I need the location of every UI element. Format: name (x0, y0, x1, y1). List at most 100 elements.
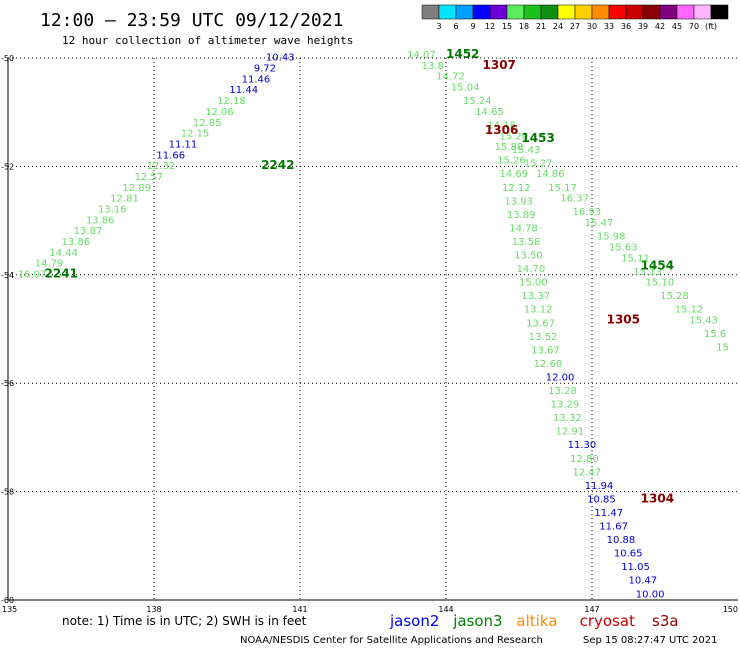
swh-value: 12.12 (502, 183, 531, 194)
pass-hour-label: 1453 (521, 131, 554, 145)
swh-value: 15.04 (451, 83, 480, 94)
swh-value: 14.44 (49, 248, 78, 259)
legend-label: 15 (502, 22, 512, 31)
y-tick-label: -54 (1, 271, 14, 280)
axis-ticks: 135 138 141 144 147 150 -50 -52 -54 -56 -58 -60 (1, 54, 738, 614)
y-tick-label: -60 (1, 596, 14, 605)
swh-value: 15.27 (524, 158, 553, 169)
y-tick-label: -52 (1, 162, 14, 171)
x-tick-label: 147 (584, 605, 599, 614)
swh-value: 15.00 (519, 278, 548, 289)
swh-value: 12.89 (122, 183, 151, 194)
legend-label: 6 (453, 22, 458, 31)
swh-value: 11.30 (568, 440, 597, 451)
swh-value: 15.24 (463, 96, 492, 107)
swh-value: 13.86 (62, 237, 91, 248)
legend-label: 42 (655, 22, 665, 31)
swh-value: 11.47 (594, 508, 623, 519)
swh-value: 13.29 (551, 400, 580, 411)
legend-label: 70 (689, 22, 699, 31)
swh-value: 16.37 (560, 194, 589, 205)
swh-value: 13.8 (422, 61, 444, 72)
legend-label: 39 (638, 22, 648, 31)
swh-value: 11.94 (585, 481, 614, 492)
color-legend: 3 6 9 12 15 18 21 24 27 30 33 36 39 42 45 70 (ft) (421, 4, 729, 31)
plot-frame (7, 58, 738, 601)
swh-value: 12.15 (181, 129, 210, 140)
swh-value: 15.12 (675, 305, 704, 316)
satellite-name: s3a (652, 612, 679, 630)
swh-value: 15.10 (646, 278, 675, 289)
wave-height-tracks: 16.0714.7914.4413.8613.8713.8613.1612.81… (18, 50, 729, 600)
legend-swatch (710, 4, 729, 20)
swh-value: 15.20 (500, 131, 529, 142)
swh-value: 12.57 (135, 172, 164, 183)
legend-swatch (472, 4, 491, 20)
chart-subtitle: 12 hour collection of altimeter wave hei… (62, 34, 353, 47)
swh-value: 9.72 (254, 64, 276, 75)
legend-label: 33 (604, 22, 614, 31)
pass-hour-label: 1306 (485, 123, 518, 137)
legend-label: 36 (621, 22, 631, 31)
swh-value: 16.07 (18, 270, 47, 281)
swh-value: 16.93 (573, 207, 602, 218)
pass-hour-label: 1307 (483, 58, 516, 72)
swh-value: 12.91 (556, 427, 585, 438)
swh-value: 11.11 (169, 139, 198, 150)
sw-ne-track: 16.0714.7914.4413.8613.8713.8613.1612.81… (18, 53, 295, 281)
legend-label: 27 (570, 22, 580, 31)
swh-value: 15.26 (497, 156, 526, 167)
footer-credit: NOAA/NESDIS Center for Satellite Applica… (240, 635, 543, 646)
legend-swatch (438, 4, 457, 20)
legend-swatch (489, 4, 508, 20)
swh-value: 13.50 (514, 251, 543, 262)
swh-value: 12.06 (205, 107, 234, 118)
satellite-name: jason3 (452, 612, 502, 630)
legend-swatch (693, 4, 712, 20)
swh-value: 10.88 (607, 535, 636, 546)
swh-value: 11.67 (599, 522, 628, 533)
legend-swatch (591, 4, 610, 20)
swh-value: 14.86 (536, 169, 565, 180)
swh-value: 11.05 (621, 562, 650, 573)
pass-hour-label: 1452 (446, 47, 479, 61)
x-tick-label: 138 (146, 605, 161, 614)
swh-value: 15.43 (689, 316, 718, 327)
swh-value: 14.07 (407, 50, 436, 61)
swh-value: 12.00 (546, 372, 575, 383)
pass-hour-label: 1305 (607, 313, 640, 327)
legend-swatch (557, 4, 576, 20)
legend-swatch (421, 4, 440, 20)
swh-value: 13.28 (548, 386, 577, 397)
pass-hour-label: 1304 (641, 491, 674, 505)
y-tick-label: -58 (1, 488, 14, 497)
swh-value: 14.16 (487, 120, 516, 131)
legend-label: 24 (553, 22, 563, 31)
x-tick-label: 141 (292, 605, 307, 614)
pass-hour-label: 2241 (45, 267, 78, 281)
legend-swatch (642, 4, 661, 20)
satellite-name: altika (516, 612, 557, 630)
satellite-name: cryosat (580, 612, 635, 630)
swh-value: 12.60 (534, 359, 563, 370)
swh-value: 15.98 (597, 232, 626, 243)
y-tick-label: -56 (1, 379, 14, 388)
x-tick-label: 135 (2, 605, 17, 614)
swh-value: 15.88 (495, 142, 524, 153)
swh-value: 12.47 (573, 467, 602, 478)
swh-value: 11.66 (156, 150, 185, 161)
swh-value: 10.43 (266, 53, 295, 64)
swh-value: 12.81 (110, 194, 139, 205)
swh-value: 13.58 (512, 237, 541, 248)
swh-value: 15.63 (609, 242, 638, 253)
swh-value: 14.79 (35, 259, 64, 270)
swh-value: 14.72 (436, 72, 465, 83)
legend-swatch (608, 4, 627, 20)
x-tick-label: 150 (723, 605, 738, 614)
legend-label: 30 (587, 22, 597, 31)
swh-value: 13.12 (524, 305, 553, 316)
swh-value: 13.87 (74, 226, 103, 237)
legend-swatch (574, 4, 593, 20)
legend-swatch (506, 4, 525, 20)
